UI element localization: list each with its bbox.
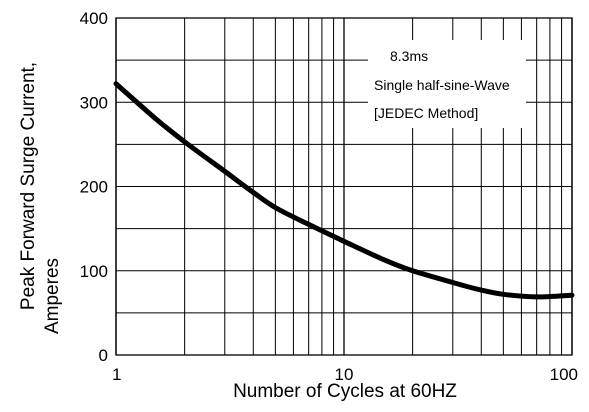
y-axis-title-line-1: Peak Forward Surge Current,: [18, 62, 39, 310]
series-line: [113, 81, 575, 300]
plot-frame: [115, 17, 573, 356]
x-tick-label: 100: [550, 365, 578, 384]
annotation-line-2: Single half-sine-Wave: [374, 77, 510, 93]
annotation-box: 8.3ms Single half-sine-Wave [JEDEC Metho…: [368, 40, 526, 128]
y-axis-title-line-2: Amperes: [42, 258, 63, 334]
x-tick-labels: 1 10 100: [112, 365, 578, 384]
y-tick-labels: 0 100 200 300 400: [80, 9, 108, 365]
y-tick-label: 300: [80, 93, 108, 112]
annotation-background: [368, 40, 526, 128]
y-tick-label: 0: [99, 346, 108, 365]
y-tick-label: 200: [80, 178, 108, 197]
annotation-line-3: [JEDEC Method]: [374, 105, 478, 121]
y-tick-label: 100: [80, 262, 108, 281]
x-axis-title: Number of Cycles at 60HZ: [233, 381, 457, 402]
y-tick-label: 400: [80, 9, 108, 28]
x-tick-label: 1: [112, 365, 121, 384]
x-tick-label: 10: [335, 365, 354, 384]
annotation-line-1: 8.3ms: [390, 48, 428, 64]
